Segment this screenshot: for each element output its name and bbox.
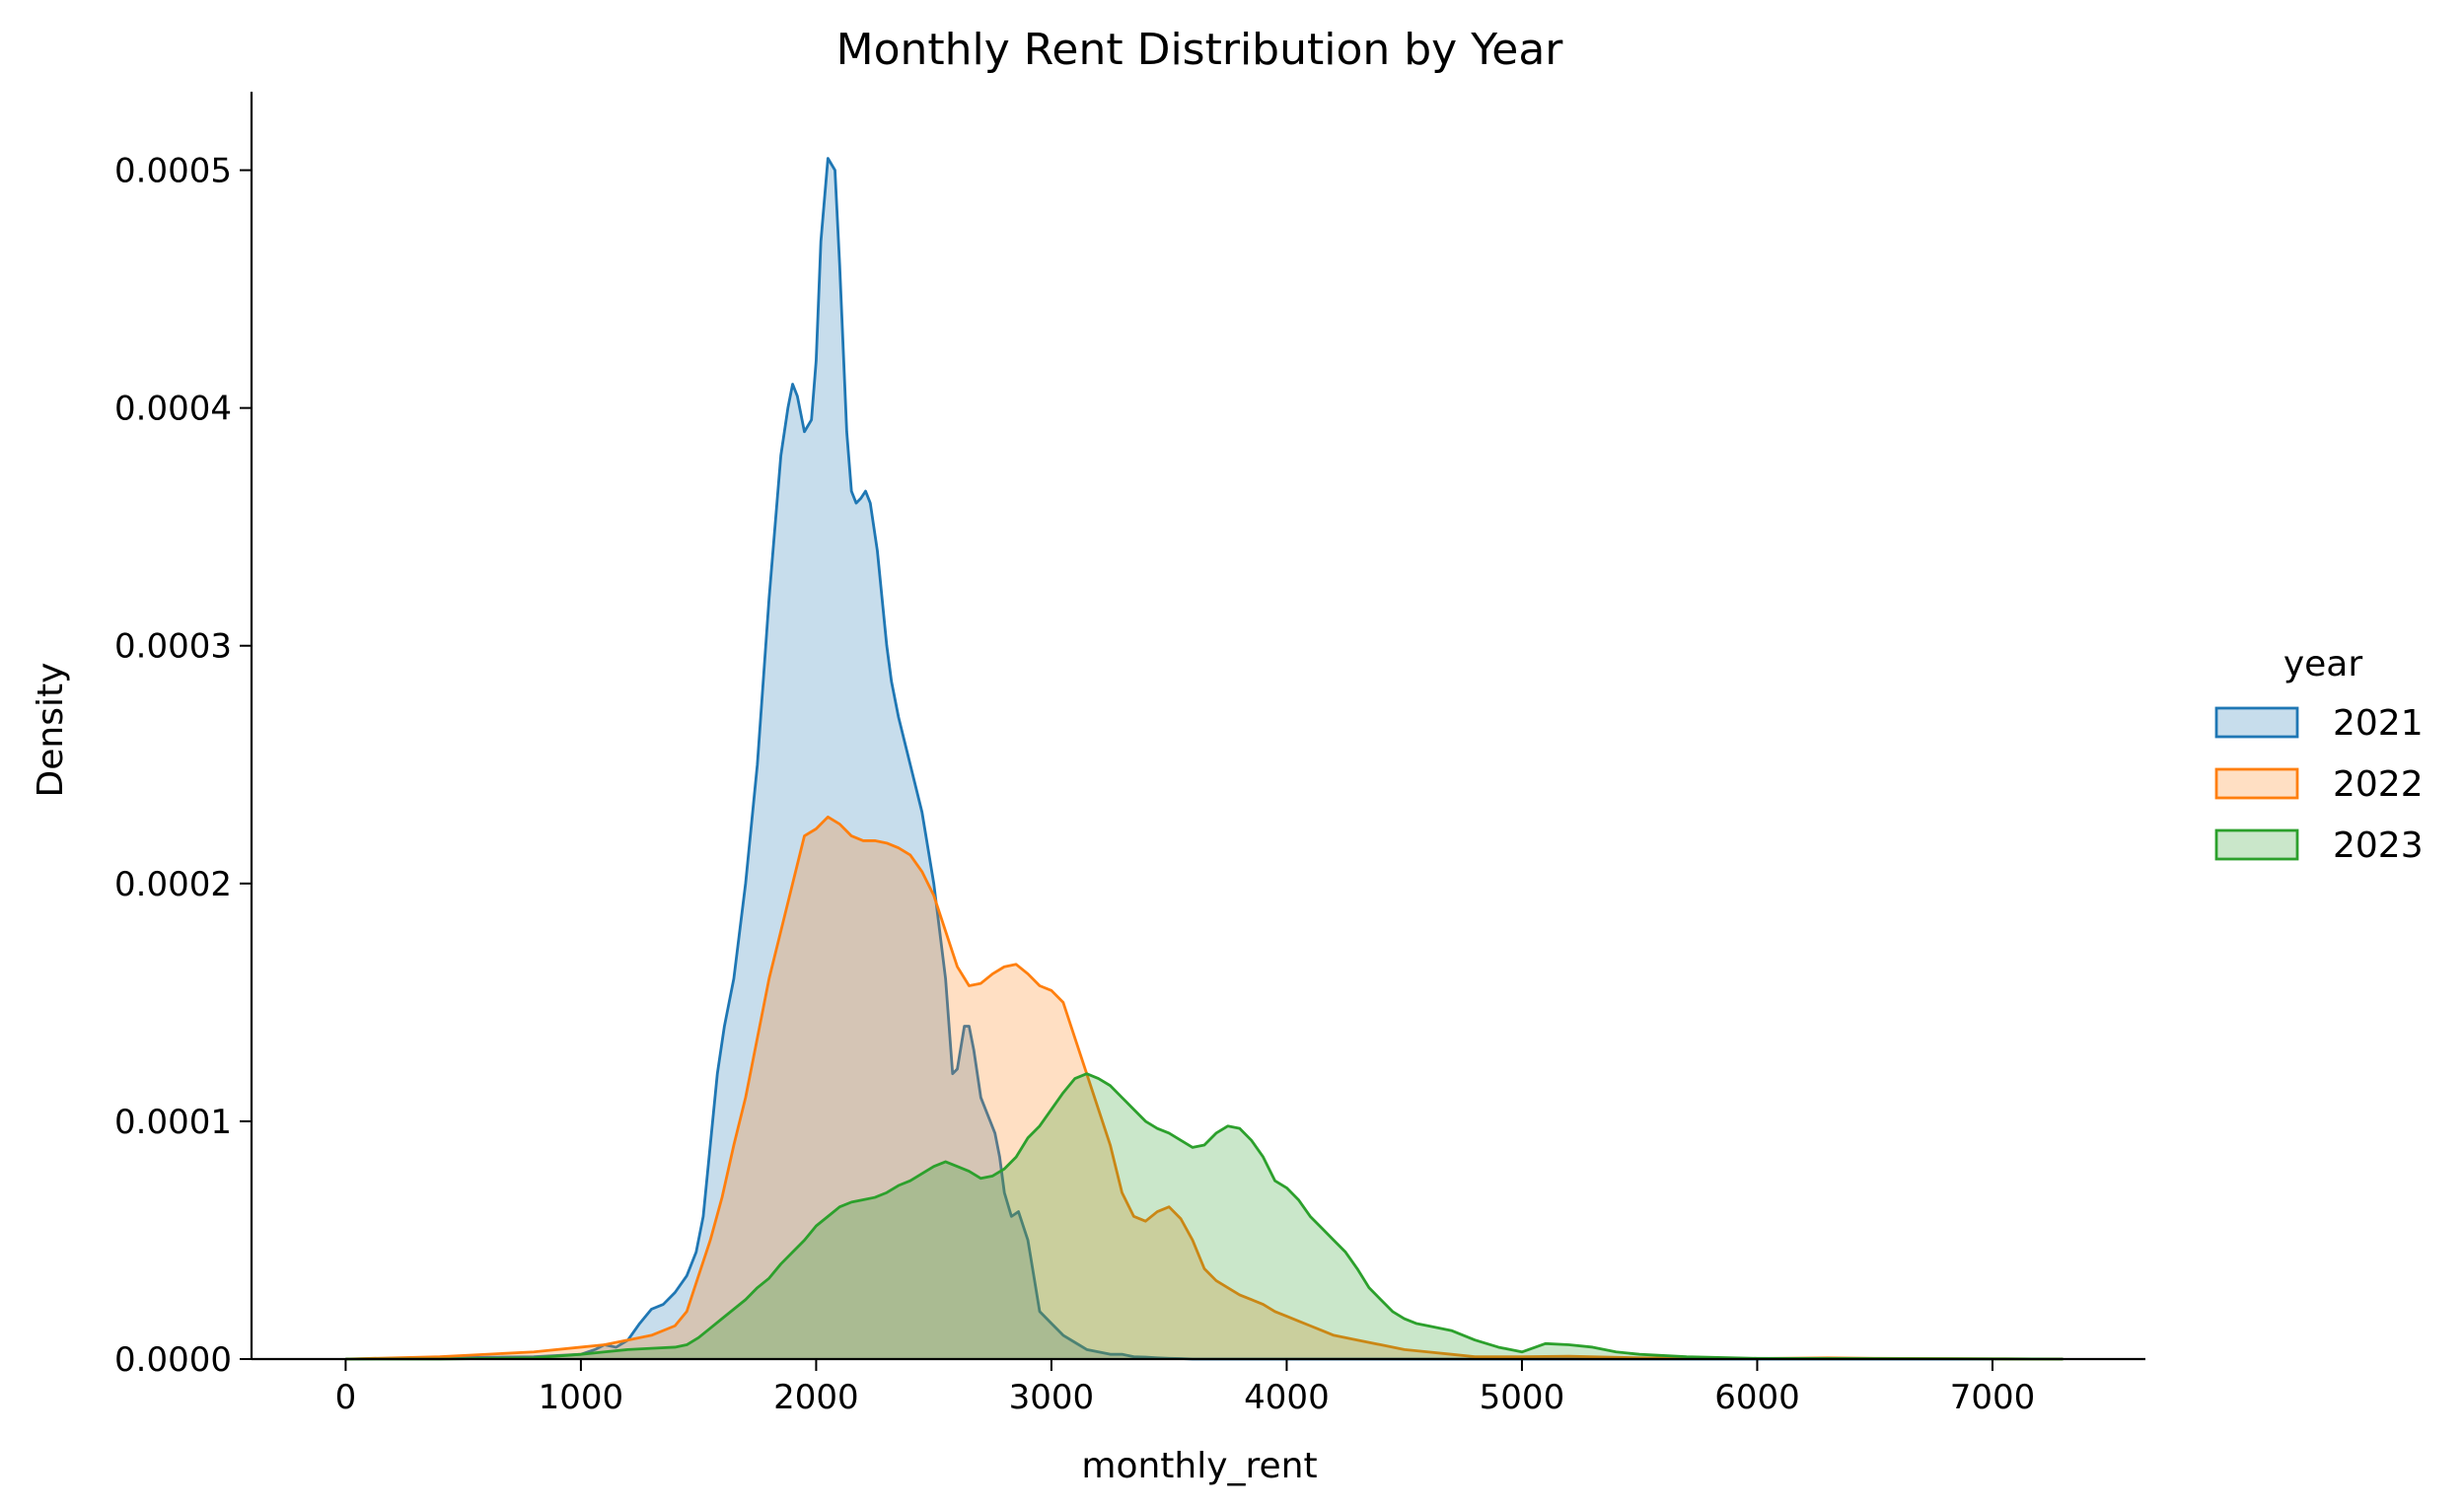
legend-label-2023: 2023 — [2333, 826, 2424, 866]
x-tick-label: 4000 — [1244, 1378, 1330, 1417]
x-tick-label: 2000 — [773, 1378, 859, 1417]
y-tick-label: 0.0004 — [114, 390, 232, 429]
legend: year 2021 2022 2023 — [2214, 644, 2424, 866]
legend-swatch-2021 — [2214, 706, 2299, 739]
y-tick-label: 0.0001 — [114, 1103, 232, 1142]
density-line-2022 — [345, 815, 2064, 1361]
legend-swatch-2022 — [2214, 767, 2299, 800]
x-tick-label: 1000 — [539, 1378, 624, 1417]
y-axis-label: Density — [31, 663, 71, 798]
legend-swatch-2023 — [2214, 828, 2299, 861]
plot-area — [345, 157, 2064, 1361]
x-tick-label: 5000 — [1480, 1378, 1565, 1417]
x-tick-label: 3000 — [1009, 1378, 1095, 1417]
legend-title: year — [2283, 644, 2363, 684]
chart-title: Monthly Rent Distribution by Year — [836, 25, 1564, 75]
y-tick-label: 0.0002 — [114, 865, 232, 904]
x-tick-label: 6000 — [1714, 1378, 1800, 1417]
density-area-2023 — [345, 1073, 2064, 1359]
density-line-2023 — [345, 1072, 2064, 1361]
y-tick-label: 0.0005 — [114, 152, 232, 191]
y-tick-label: 0.0003 — [114, 627, 232, 667]
x-tick-label: 0 — [335, 1378, 357, 1417]
legend-label-2022: 2022 — [2333, 764, 2424, 805]
x-tick-label: 7000 — [1950, 1378, 2036, 1417]
density-area-2021 — [345, 158, 2064, 1359]
x-axis-label: monthly_rent — [1081, 1446, 1317, 1486]
legend-label-2021: 2021 — [2333, 703, 2424, 744]
axes: 0 1000 2000 3000 4000 5000 6000 7000 0.0000 0.000… — [114, 92, 2145, 1417]
density-area-2022 — [345, 817, 2064, 1359]
density-line-2021 — [345, 157, 2064, 1361]
y-tick-label: 0.0000 — [114, 1340, 232, 1380]
